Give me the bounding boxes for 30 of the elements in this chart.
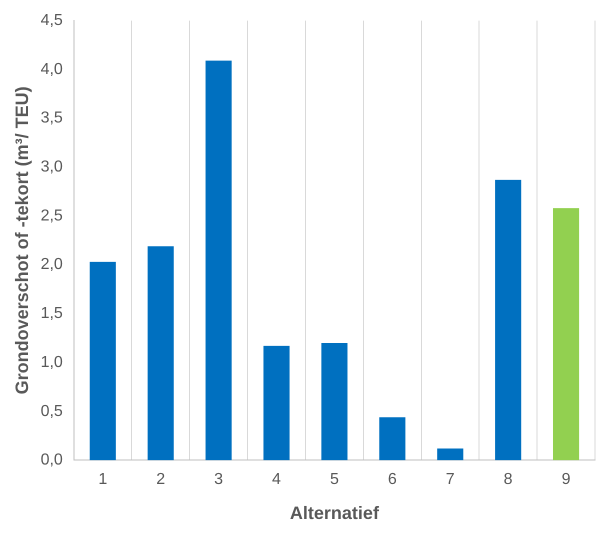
x-tick-label: 4 [272,471,282,488]
x-tick-label: 8 [504,471,513,488]
y-tick-label: 1,0 [40,354,63,371]
y-tick-label: 2,0 [40,256,63,274]
bar [148,246,174,460]
y-tick-label: 0,0 [40,452,63,469]
y-tick-label: 0,5 [40,402,63,420]
bar [379,417,406,460]
bar [552,208,580,460]
y-tick-label: 1,5 [40,305,63,322]
x-tick-label: 7 [446,471,455,488]
x-tick-label: 6 [388,471,397,488]
y-tick-label: 4,0 [40,60,63,78]
bar [437,448,464,460]
y-tick-label: 2,5 [40,207,63,224]
x-tick-label: 5 [330,471,339,488]
bar [90,262,116,460]
y-axis-title: Grondoverschot of -tekort (m³/ TEU) [12,86,32,394]
x-tick-label: 1 [98,471,108,488]
y-tick-label: 3,0 [40,158,63,176]
y-tick-label: 4,5 [40,12,63,30]
x-axis-title: Alternatief [290,503,380,524]
bar [206,60,232,460]
bar [263,346,290,460]
bar [495,180,522,460]
x-tick-label: 2 [156,471,166,488]
x-tick-label: 9 [562,471,571,488]
y-tick-label: 3,5 [40,110,63,127]
bar [321,342,348,460]
x-tick-label: 3 [214,471,224,488]
